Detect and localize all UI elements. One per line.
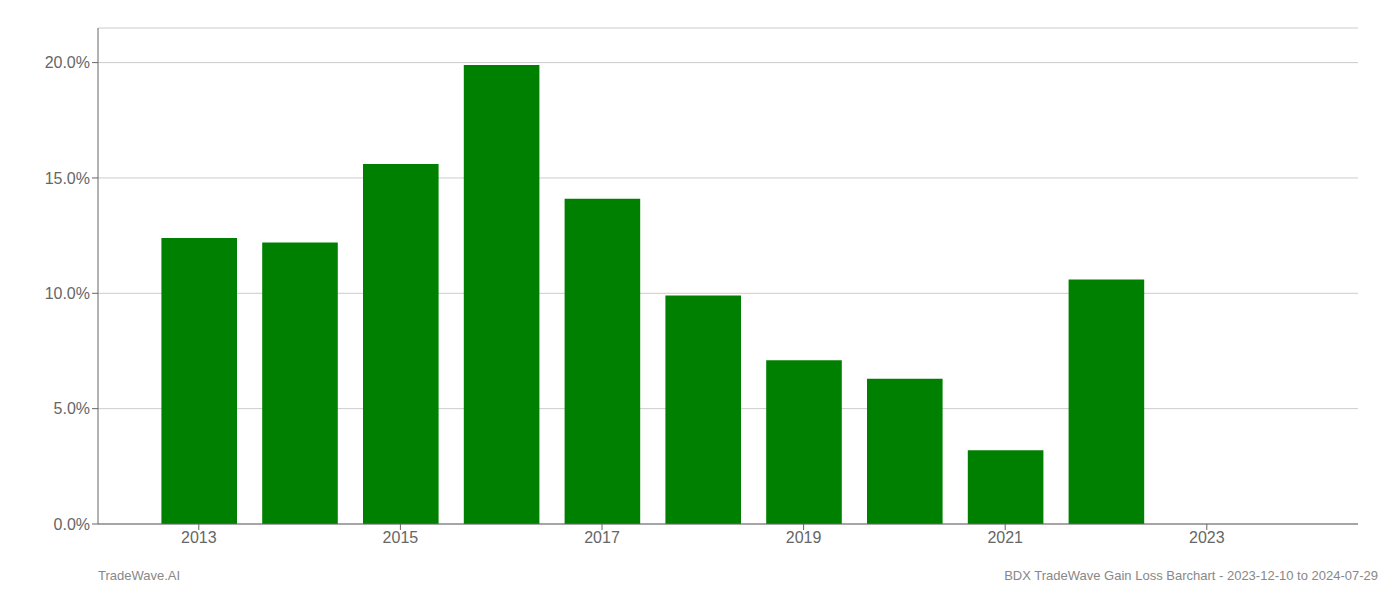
svg-text:2015: 2015 [383,529,419,546]
svg-text:0.0%: 0.0% [54,516,90,533]
svg-text:10.0%: 10.0% [45,285,90,302]
svg-text:2013: 2013 [181,529,217,546]
svg-text:2017: 2017 [584,529,620,546]
svg-text:2021: 2021 [987,529,1023,546]
html-text:BDX TradeWave Gain Loss Barcha: BDX TradeWave Gain Loss Barchart - 2023-… [1004,568,1378,583]
svg-text:20.0%: 20.0% [45,54,90,71]
svg-text:15.0%: 15.0% [45,170,90,187]
svg-text:2023: 2023 [1189,529,1225,546]
html-text:TradeWave.AI: TradeWave.AI [98,568,181,583]
svg-text:2019: 2019 [786,529,822,546]
svg-text:5.0%: 5.0% [54,400,90,417]
